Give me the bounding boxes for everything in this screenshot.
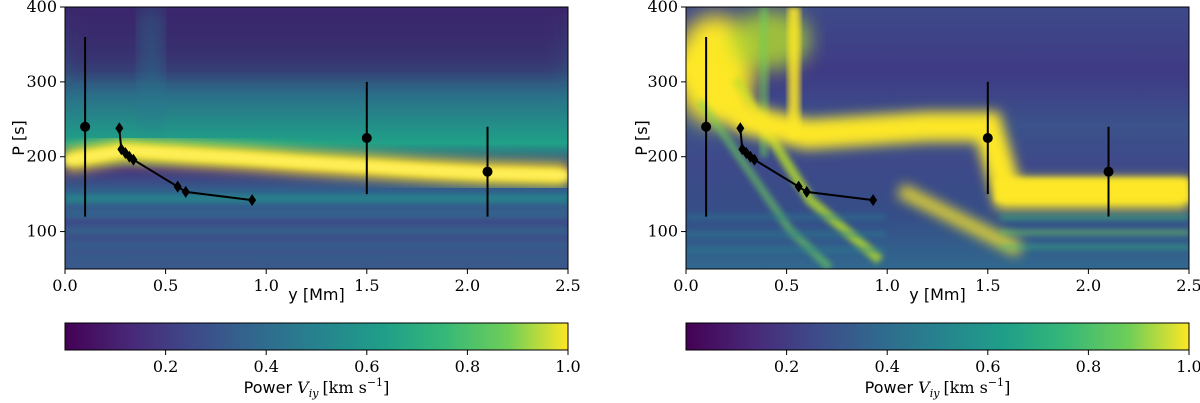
left-diamond-point (181, 185, 190, 198)
left-colorbar-tick: 1.0 (555, 350, 581, 376)
left-colorbar-tick: 0.2 (153, 350, 178, 376)
right-x-tick: 1.5 (975, 269, 1001, 295)
left-x-tick-label: 2.5 (555, 276, 580, 295)
right-axes: 0.0 0.5 1.0 1.5 2.0 2.5 100 200 300 400 (647, 0, 1200, 295)
left-x-tick: 0.0 (52, 269, 78, 295)
left-diamond-point (115, 122, 124, 135)
right-y-tick: 200 (647, 147, 686, 166)
left-x-tick-label: 0.0 (52, 276, 77, 295)
left-x-axis-label: y [Mm] (288, 285, 344, 304)
left-colorbar-tick: 0.8 (455, 350, 480, 376)
left-dominant-band-core (65, 145, 568, 181)
right-x-tick: 0.5 (774, 269, 799, 295)
right-colorbar-tick-label: 1.0 (1176, 357, 1200, 376)
left-y-tick: 400 (26, 0, 65, 16)
right-circle-point (1103, 166, 1114, 177)
right-diamond-point (802, 185, 811, 198)
left-y-axis-label: P [s] (9, 120, 28, 156)
left-x-tick-label: 0.5 (153, 276, 178, 295)
right-colorbar-tick-label: 0.2 (774, 357, 799, 376)
left-marks (80, 36, 493, 217)
right-y-tick: 100 (647, 222, 686, 241)
left-diamond-point (173, 180, 182, 193)
left-x-tick-label: 1.0 (253, 276, 278, 295)
right-y-tick-label: 400 (647, 0, 678, 16)
right-axes-frame (685, 6, 1190, 270)
left-panel: 0.0 0.5 1.0 1.5 2.0 2.5 100 200 300 400 y [Mm] P … (9, 0, 581, 400)
right-x-tick-label: 1.5 (975, 276, 1000, 295)
right-x-tick-label: 2.0 (1076, 276, 1101, 295)
right-x-tick-label: 0.5 (774, 276, 799, 295)
right-y-axis-label: P [s] (632, 120, 651, 156)
left-colorbar-tick-label: 1.0 (555, 357, 580, 376)
right-x-tick: 2.5 (1176, 269, 1200, 295)
right-y-tick-label: 200 (647, 147, 678, 166)
left-y-tick-label: 300 (26, 72, 57, 91)
right-x-tick: 0.0 (673, 269, 699, 295)
right-x-tick: 1.0 (874, 269, 900, 295)
left-x-tick: 0.5 (153, 269, 178, 295)
left-colorbar-ticks: 0.2 0.4 0.6 0.8 1.0 (153, 350, 581, 376)
right-colorbar-tick: 1.0 (1176, 350, 1200, 376)
left-y-tick-label: 400 (26, 0, 57, 16)
left-x-tick-label: 2.0 (455, 276, 480, 295)
right-colorbar-label: Power Viy [km s−1] (865, 376, 1011, 400)
right-colorbar-tick-label: 0.8 (1076, 357, 1101, 376)
right-y-tick: 400 (647, 0, 686, 16)
left-colorbar-tick-label: 0.6 (354, 357, 379, 376)
left-circle-point (361, 133, 372, 143)
right-colorbar-tick-label: 0.6 (975, 357, 1000, 376)
right-x-tick-label: 2.5 (1176, 276, 1200, 295)
right-x-tick-label: 1.0 (874, 276, 899, 295)
right-diamond-point (869, 194, 878, 207)
left-colorbar-tick-label: 0.8 (455, 357, 480, 376)
right-circle-point (982, 133, 993, 143)
right-diamond-point (736, 122, 745, 135)
right-y-tick-label: 100 (647, 222, 678, 241)
left-x-tick: 2.5 (555, 269, 581, 295)
left-heatmap (65, 7, 568, 269)
left-y-tick-label: 200 (26, 147, 57, 166)
right-x-tick: 2.0 (1076, 269, 1101, 295)
left-x-tick: 1.0 (253, 269, 279, 295)
left-diamond-point (248, 194, 257, 207)
left-y-tick: 100 (26, 222, 65, 241)
left-colorbar-tick-label: 0.2 (153, 357, 178, 376)
right-y-tick-label: 300 (647, 72, 678, 91)
right-marks (701, 36, 1114, 217)
right-x-tick-label: 0.0 (673, 276, 698, 295)
right-circle-point (701, 121, 712, 132)
left-colorbar (64, 322, 569, 351)
left-x-tick-label: 1.5 (354, 276, 379, 295)
left-colorbar-tick: 0.6 (354, 350, 380, 376)
right-diamond-point (750, 153, 759, 166)
left-colorbar-tick: 0.4 (253, 350, 279, 376)
right-x-axis-label: y [Mm] (909, 285, 965, 304)
left-y-tick: 300 (26, 72, 65, 91)
right-panel: 0.0 0.5 1.0 1.5 2.0 2.5 100 200 300 400 y [Mm] P … (632, 0, 1200, 400)
left-y-tick: 200 (26, 147, 65, 166)
left-x-tick: 1.5 (354, 269, 380, 295)
left-circle-point (80, 121, 91, 132)
left-axes: 0.0 0.5 1.0 1.5 2.0 2.5 100 200 300 400 (26, 0, 580, 295)
left-x-tick: 2.0 (455, 269, 480, 295)
right-colorbar-tick: 0.4 (874, 350, 900, 376)
left-colorbar-tick-label: 0.4 (253, 357, 278, 376)
right-colorbar-tick: 0.6 (975, 350, 1001, 376)
right-y-tick: 300 (647, 72, 686, 91)
left-axes-frame (64, 6, 569, 270)
right-colorbar-tick-label: 0.4 (874, 357, 899, 376)
left-colorbar-label: Power Viy [km s−1] (244, 376, 390, 400)
right-heatmap (686, 7, 1189, 269)
right-colorbar-tick: 0.8 (1076, 350, 1101, 376)
left-y-tick-label: 100 (26, 222, 57, 241)
left-circle-point (482, 166, 493, 177)
right-diamond-point (794, 180, 803, 193)
left-diamond-point (129, 153, 138, 166)
right-colorbar-tick: 0.2 (774, 350, 799, 376)
right-colorbar-ticks: 0.2 0.4 0.6 0.8 1.0 (774, 350, 1200, 376)
right-colorbar (685, 322, 1190, 351)
